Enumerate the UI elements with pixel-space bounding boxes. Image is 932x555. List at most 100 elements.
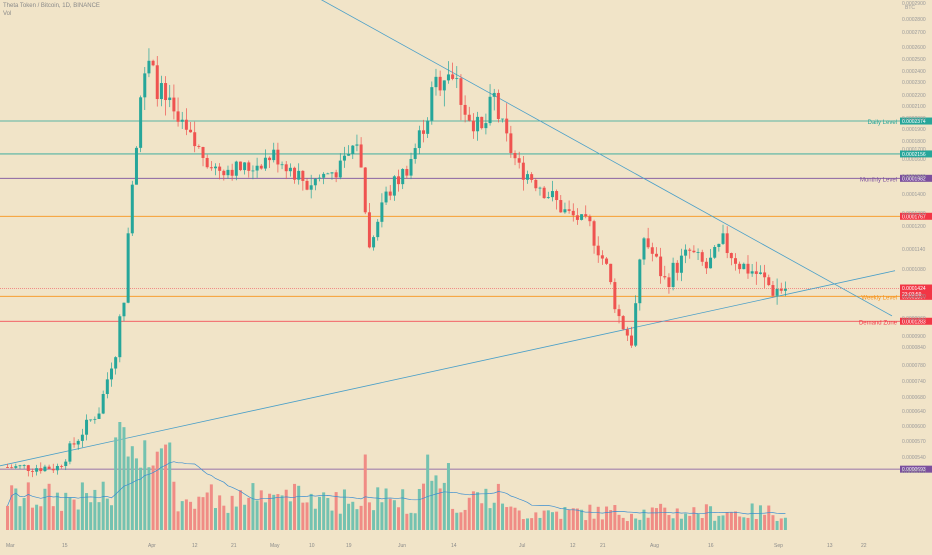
candle-body[interactable] (68, 443, 72, 462)
candle-body[interactable] (134, 147, 138, 185)
candle-body[interactable] (534, 179, 538, 189)
candle-body[interactable] (193, 132, 197, 147)
candle-body[interactable] (230, 169, 234, 176)
candle-body[interactable] (151, 60, 155, 66)
candle-body[interactable] (750, 271, 754, 274)
candle-body[interactable] (201, 146, 205, 158)
candle-body[interactable] (363, 167, 367, 213)
candle-body[interactable] (692, 250, 696, 253)
candle-body[interactable] (43, 466, 47, 472)
candle-body[interactable] (326, 173, 330, 175)
candle-body[interactable] (197, 146, 201, 147)
candle-body[interactable] (318, 177, 321, 179)
candle-body[interactable] (584, 214, 588, 217)
candle-body[interactable] (293, 167, 297, 180)
candle-body[interactable] (251, 170, 255, 172)
candle-body[interactable] (446, 74, 450, 81)
candle-body[interactable] (417, 130, 421, 149)
candle-body[interactable] (130, 184, 134, 234)
candle-body[interactable] (546, 197, 550, 199)
candle-body[interactable] (634, 303, 638, 346)
candle-body[interactable] (93, 418, 97, 420)
candle-body[interactable] (6, 467, 9, 468)
candle-body[interactable] (168, 97, 172, 101)
candle-body[interactable] (509, 133, 513, 153)
candle-body[interactable] (575, 215, 579, 220)
candle-body[interactable] (746, 263, 750, 274)
candle-body[interactable] (205, 157, 209, 168)
candle-body[interactable] (713, 246, 717, 258)
candle-body[interactable] (696, 252, 700, 253)
candle-body[interactable] (263, 157, 267, 169)
candle-body[interactable] (64, 461, 68, 467)
candle-body[interactable] (555, 191, 559, 201)
candle-body[interactable] (625, 329, 629, 336)
candle-body[interactable] (675, 262, 679, 273)
candle-body[interactable] (771, 285, 775, 296)
candle-body[interactable] (35, 468, 39, 472)
candle-body[interactable] (376, 221, 380, 238)
candle-body[interactable] (214, 166, 217, 169)
candle-body[interactable] (143, 73, 147, 98)
candle-body[interactable] (688, 249, 692, 251)
candle-body[interactable] (172, 97, 176, 112)
candle-body[interactable] (459, 78, 463, 105)
candle-body[interactable] (372, 237, 376, 248)
candle-body[interactable] (342, 155, 346, 161)
candle-body[interactable] (367, 212, 371, 248)
candle-body[interactable] (26, 465, 30, 472)
candle-body[interactable] (758, 272, 762, 274)
candle-body[interactable] (451, 74, 455, 79)
candle-body[interactable] (767, 277, 771, 286)
candle-body[interactable] (521, 162, 525, 180)
candle-body[interactable] (505, 118, 509, 134)
candle-body[interactable] (380, 202, 384, 222)
candle-body[interactable] (259, 165, 263, 169)
candle-body[interactable] (480, 116, 484, 129)
candle-body[interactable] (305, 180, 309, 190)
candle-body[interactable] (517, 158, 521, 163)
candle-body[interactable] (22, 465, 26, 466)
candle-body[interactable] (667, 277, 671, 287)
candle-body[interactable] (97, 413, 101, 419)
candle-body[interactable] (605, 258, 609, 264)
candle-body[interactable] (85, 419, 89, 435)
candle-body[interactable] (559, 200, 563, 213)
candle-body[interactable] (638, 259, 642, 304)
candle-body[interactable] (734, 258, 737, 264)
candle-body[interactable] (176, 111, 180, 122)
candle-body[interactable] (384, 191, 388, 203)
candle-body[interactable] (139, 97, 143, 148)
candle-body[interactable] (471, 120, 475, 132)
candle-body[interactable] (255, 165, 259, 171)
candle-body[interactable] (105, 379, 109, 395)
candle-body[interactable] (409, 158, 413, 176)
candle-body[interactable] (609, 263, 613, 283)
candle-body[interactable] (247, 162, 251, 171)
candle-body[interactable] (721, 233, 725, 244)
candle-body[interactable] (754, 271, 758, 274)
candle-body[interactable] (621, 316, 625, 330)
candle-body[interactable] (122, 302, 126, 317)
candle-body[interactable] (742, 263, 746, 270)
candle-body[interactable] (30, 471, 34, 472)
candle-body[interactable] (704, 261, 708, 269)
candle-body[interactable] (164, 83, 168, 101)
candle-body[interactable] (89, 419, 93, 421)
candle-body[interactable] (663, 276, 667, 278)
candle-body[interactable] (101, 394, 105, 414)
candle-body[interactable] (14, 466, 18, 468)
candle-body[interactable] (567, 209, 571, 211)
candle-body[interactable] (218, 166, 222, 171)
candle-body[interactable] (10, 467, 14, 469)
candle-body[interactable] (47, 466, 51, 469)
candle-body[interactable] (763, 272, 767, 278)
candle-body[interactable] (159, 83, 163, 100)
candle-body[interactable] (392, 176, 396, 196)
candle-body[interactable] (467, 114, 471, 121)
candle-body[interactable] (434, 76, 438, 88)
candle-body[interactable] (709, 257, 713, 269)
candle-body[interactable] (438, 76, 442, 91)
